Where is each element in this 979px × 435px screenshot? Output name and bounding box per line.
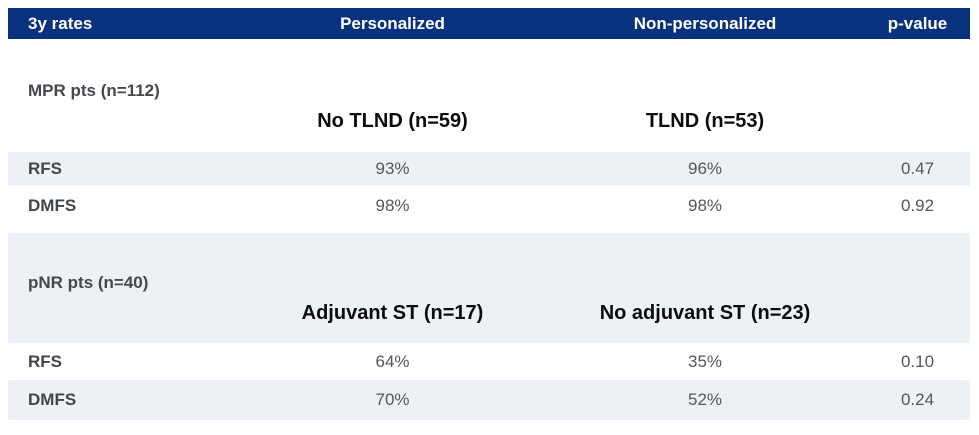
header-p-value: p-value (887, 13, 948, 33)
value-cell: 64% (375, 351, 410, 371)
subheader-tlnd: TLND (n=53) (645, 109, 765, 132)
table-row-pnr-dmfs: DMFS 70% 52% 0.24 (8, 380, 970, 420)
header-personalized: Personalized (340, 13, 445, 33)
value-cell: 52% (687, 390, 723, 409)
subheader-adjuvant-st: Adjuvant ST (n=17) (301, 301, 484, 324)
value-cell: 98% (687, 196, 723, 215)
pvalue-cell: 0.47 (900, 159, 935, 178)
section-pnr: pNR pts (n=40) Adjuvant ST (n=17) No adj… (8, 233, 970, 343)
group-label-row: pNR pts (n=40) (8, 273, 970, 295)
table-row-mpr-dmfs: DMFS 98% 98% 0.92 (8, 186, 970, 226)
value-cell: 93% (375, 159, 410, 178)
row-label-cell: DMFS (28, 196, 77, 215)
group-label-pnr: pNR pts (n=40) (28, 273, 149, 292)
subheader-row: Adjuvant ST (n=17) No adjuvant ST (n=23) (8, 295, 970, 331)
header-non-personalized: Non-personalized (633, 13, 777, 33)
value-cell: 70% (375, 390, 410, 409)
section-mpr: MPR pts (n=112) No TLND (n=59) TLND (n=5… (8, 39, 970, 152)
subheader-no-tlnd: No TLND (n=59) (317, 109, 468, 132)
pvalue-cell: 0.10 (900, 351, 935, 371)
value-cell: 96% (687, 159, 723, 178)
table-row-pnr-rfs: RFS 64% 35% 0.10 (8, 343, 970, 380)
row-label-cell: RFS (28, 351, 62, 371)
header-3y-rates: 3y rates (28, 13, 93, 33)
group-label-mpr: MPR pts (n=112) (28, 81, 160, 100)
table-header-row: 3y rates Personalized Non-personalized p… (8, 8, 970, 39)
row-label-cell: RFS (28, 159, 62, 178)
value-cell: 98% (375, 196, 410, 215)
pvalue-cell: 0.24 (900, 390, 935, 409)
subheader-no-adjuvant-st: No adjuvant ST (n=23) (599, 301, 811, 324)
subheader-row: No TLND (n=59) TLND (n=53) (8, 103, 970, 139)
group-label-row: MPR pts (n=112) (8, 81, 970, 103)
results-table: 3y rates Personalized Non-personalized p… (8, 8, 970, 420)
pvalue-cell: 0.92 (900, 196, 935, 215)
value-cell: 35% (687, 351, 723, 371)
table-row-mpr-rfs: RFS 93% 96% 0.47 (8, 152, 970, 186)
section-spacer (8, 226, 970, 233)
row-label-cell: DMFS (28, 390, 77, 409)
